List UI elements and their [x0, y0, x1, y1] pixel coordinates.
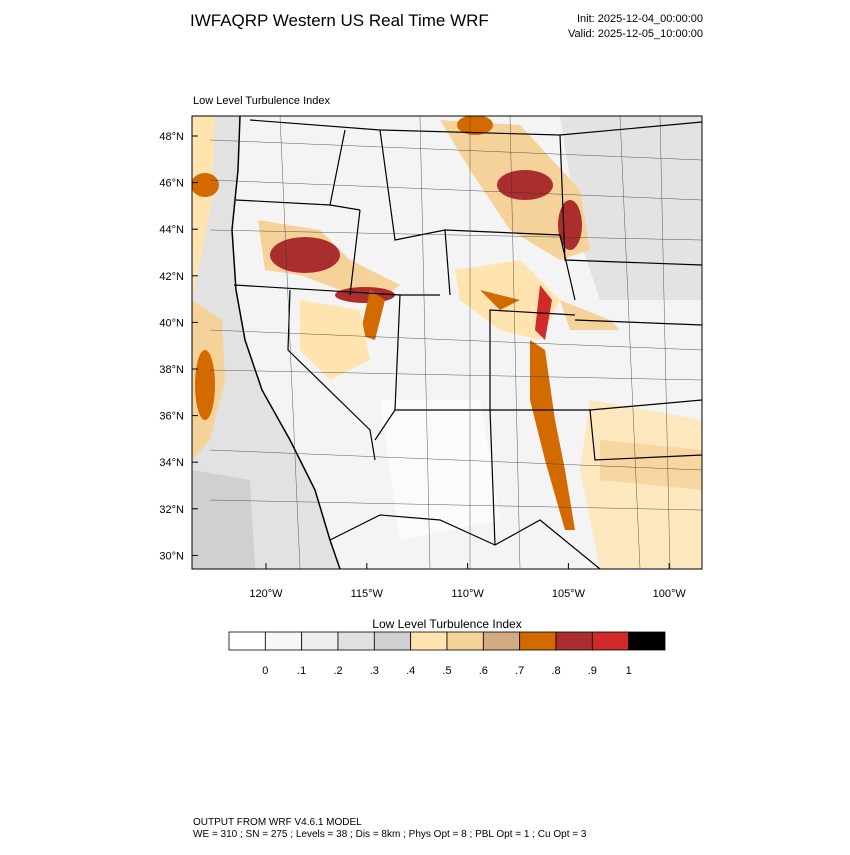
colorbar-label: .3: [370, 665, 379, 677]
colorbar-label: .1: [297, 665, 306, 677]
colorbar-title: Low Level Turbulence Index: [372, 617, 521, 631]
colorbar-box: [591, 631, 630, 651]
colorbar-box: [264, 631, 303, 651]
footer-line: OUTPUT FROM WRF V4.6.1 MODEL: [193, 817, 362, 828]
colorbar-box: [555, 631, 593, 651]
init-time: Init: 2025-12-04_00:00:00: [577, 13, 703, 25]
valid-time: Valid: 2025-12-05_10:00:00: [568, 28, 703, 40]
lon-label: 105°W: [552, 588, 586, 600]
colorbar-label: .5: [442, 665, 451, 677]
colorbar-label: .4: [406, 665, 415, 677]
lat-label: 48°N: [159, 131, 184, 143]
colorbar-label: .2: [333, 665, 342, 677]
lon-label: 110°W: [451, 588, 484, 600]
title: IWFAQRP Western US Real Time WRF: [190, 11, 489, 30]
colorbar-label: 1: [626, 665, 632, 677]
colorbar-label: .7: [515, 665, 524, 677]
lat-label: 38°N: [159, 364, 184, 376]
colorbar-label: .6: [479, 665, 488, 677]
colorbar-box: [519, 631, 557, 651]
map-subtitle: Low Level Turbulence Index: [193, 95, 330, 107]
colorbar-label: 0: [262, 665, 268, 677]
colorbar-box: [373, 631, 412, 651]
lon-label: 115°W: [351, 588, 384, 600]
lat-label: 32°N: [159, 504, 184, 516]
colorbar-box: [446, 631, 484, 651]
colorbar: 0 .1 .2 .3 .4 .5 .6 .7 .8 .9 1: [228, 631, 666, 677]
lat-label: 40°N: [159, 317, 184, 329]
lon-label: 100°W: [653, 588, 687, 600]
lat-label: 36°N: [159, 411, 184, 423]
longitude-labels: 120°W 115°W 110°W 105°W 100°W: [249, 563, 686, 600]
colorbar-box: [482, 631, 521, 651]
lat-label: 42°N: [159, 271, 184, 283]
lat-label: 34°N: [159, 457, 184, 469]
colorbar-box: [228, 631, 266, 651]
lat-label: 30°N: [159, 550, 184, 562]
lon-label: 120°W: [249, 588, 283, 600]
colorbar-label: .8: [551, 665, 560, 677]
lat-label: 44°N: [159, 224, 184, 236]
colorbar-box: [410, 631, 448, 651]
map: [191, 115, 703, 570]
colorbar-label: .9: [588, 665, 597, 677]
footer-line: WE = 310 ; SN = 275 ; Levels = 38 ; Dis …: [193, 829, 587, 840]
colorbar-box: [628, 631, 666, 651]
latitude-labels: 48°N 46°N 44°N 42°N 40°N 38°N 36°N 34°N 32°N 30°N: [159, 131, 198, 562]
lat-label: 46°N: [159, 178, 184, 190]
colorbar-box: [301, 631, 339, 651]
colorbar-box: [337, 631, 375, 651]
